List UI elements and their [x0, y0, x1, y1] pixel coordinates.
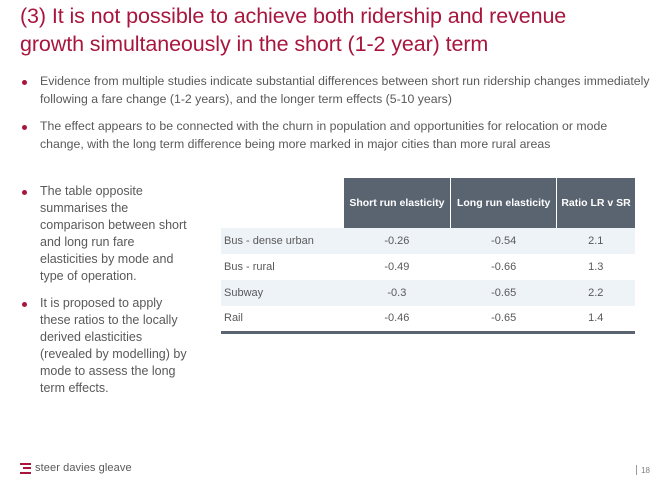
table-row: Bus - rural -0.49 -0.66 1.3 [221, 254, 635, 280]
cell-short-run: -0.46 [343, 306, 451, 334]
table-row: Rail -0.46 -0.65 1.4 [221, 306, 635, 334]
left-bullet-1-text: The table opposite summarises the compar… [40, 184, 187, 283]
table-row: Bus - dense urban -0.26 -0.54 2.1 [221, 228, 635, 254]
header-blank [221, 178, 343, 228]
cell-ratio: 2.2 [556, 280, 635, 306]
cell-mode: Bus - rural [224, 261, 275, 273]
stacked-bars-logo-icon [20, 462, 31, 474]
left-bullet-list: The table opposite summarises the compar… [22, 183, 192, 397]
top-bullet-1: Evidence from multiple studies indicate … [22, 73, 652, 108]
slide-title: (3) It is not possible to achieve both r… [20, 2, 650, 58]
title-line-2: growth simultaneously in the short (1-2 … [20, 32, 489, 56]
cell-short-run: -0.3 [343, 280, 451, 306]
top-bullet-1-text: Evidence from multiple studies indicate … [40, 74, 650, 106]
cell-mode: Subway [221, 280, 343, 306]
page-number: 18 [636, 465, 650, 475]
table-row: Subway -0.3 -0.65 2.2 [221, 280, 635, 306]
elasticity-table: Short run elasticity Long run elasticity… [221, 178, 635, 334]
header-short-run: Short run elasticity [342, 178, 451, 228]
top-bullet-2: The effect appears to be connected with … [22, 118, 652, 153]
left-bullet-2-text: It is proposed to apply these ratios to … [40, 296, 187, 395]
bullet-dot-icon [22, 80, 27, 85]
logo-text: steer davies gleave [35, 462, 132, 474]
left-bullet-1: The table opposite summarises the compar… [22, 183, 192, 285]
cell-long-run: -0.66 [491, 261, 517, 273]
page-number-text: 18 [641, 465, 650, 475]
cell-mode: Rail [221, 306, 343, 334]
table-header-row: Short run elasticity Long run elasticity… [221, 178, 635, 228]
top-bullet-2-text: The effect appears to be connected with … [40, 119, 608, 151]
cell-ratio: 1.4 [556, 306, 635, 334]
cell-long-run: -0.65 [450, 280, 557, 306]
bullet-dot-icon [22, 190, 27, 195]
bullet-dot-icon [22, 302, 27, 307]
title-line-1: (3) It is not possible to achieve both r… [20, 4, 567, 28]
cell-ratio: 1.3 [588, 261, 604, 273]
cell-mode: Bus - dense urban [221, 228, 343, 254]
cell-long-run: -0.65 [450, 306, 557, 334]
divider [636, 465, 638, 475]
cell-short-run: -0.49 [384, 261, 410, 273]
left-bullet-2: It is proposed to apply these ratios to … [22, 295, 192, 397]
top-bullet-list: Evidence from multiple studies indicate … [22, 73, 652, 153]
cell-long-run: -0.54 [450, 228, 557, 254]
cell-ratio: 2.1 [556, 228, 635, 254]
header-long-run: Long run elasticity [450, 178, 557, 228]
header-ratio: Ratio LR v SR [556, 178, 635, 228]
cell-short-run: -0.26 [343, 228, 451, 254]
bullet-dot-icon [22, 125, 27, 130]
company-logo: steer davies gleave [20, 462, 132, 474]
